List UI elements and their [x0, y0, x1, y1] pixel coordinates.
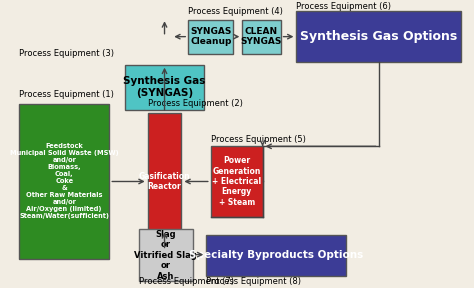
Text: Process Equipment (2): Process Equipment (2) [147, 99, 243, 108]
Text: Power
Generation
+ Electrical
Energy
+ Steam: Power Generation + Electrical Energy + S… [212, 156, 261, 207]
FancyBboxPatch shape [206, 235, 346, 276]
FancyBboxPatch shape [242, 20, 281, 54]
Text: Synthesis Gas Options: Synthesis Gas Options [300, 30, 457, 43]
Text: Feedstock
Municipal Solid Waste (MSW)
and/or
Biomass,
Coal,
Coke
&
Other Raw Mat: Feedstock Municipal Solid Waste (MSW) an… [10, 143, 118, 219]
FancyBboxPatch shape [138, 229, 193, 281]
Text: Process Equipment (5): Process Equipment (5) [211, 135, 306, 144]
Text: Process Equipment (3): Process Equipment (3) [19, 49, 114, 58]
Text: Specialty Byproducts Options: Specialty Byproducts Options [189, 250, 363, 260]
Text: Slag
or
Vitrified Slag
or
Ash: Slag or Vitrified Slag or Ash [134, 230, 197, 281]
FancyBboxPatch shape [211, 146, 263, 217]
Text: Process Equipment (6): Process Equipment (6) [296, 2, 392, 11]
Text: Process Equipment (8): Process Equipment (8) [206, 276, 301, 285]
Text: Process Equipment (4): Process Equipment (4) [188, 7, 283, 16]
FancyBboxPatch shape [125, 65, 204, 110]
Text: Synthesis Gas
(SYNGAS): Synthesis Gas (SYNGAS) [123, 77, 206, 98]
Text: Process Equipment (1): Process Equipment (1) [19, 90, 114, 98]
Text: Process Equipment (7): Process Equipment (7) [138, 276, 234, 285]
FancyBboxPatch shape [296, 11, 461, 62]
FancyBboxPatch shape [188, 20, 233, 54]
Text: Gasification
Reactor: Gasification Reactor [139, 172, 191, 191]
FancyBboxPatch shape [19, 104, 109, 259]
Text: SYNGAS
Cleanup: SYNGAS Cleanup [190, 27, 231, 46]
FancyBboxPatch shape [147, 113, 182, 250]
Text: CLEAN
SYNGAS: CLEAN SYNGAS [241, 27, 282, 46]
